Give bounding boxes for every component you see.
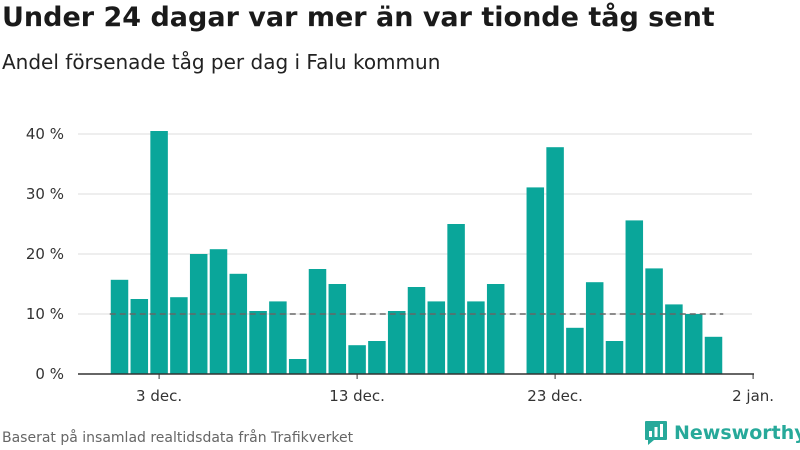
x-tick-label: 2 jan. [732, 387, 774, 405]
bar [467, 301, 485, 374]
bar [447, 224, 465, 374]
bar [308, 269, 327, 374]
y-tick-label: 20 % [26, 245, 64, 263]
brand-logo: Newsworthy [644, 420, 800, 446]
bar [387, 311, 406, 374]
y-tick-label: 0 % [35, 365, 64, 383]
bar [189, 254, 208, 374]
source-note: Baserat på insamlad realtidsdata från Tr… [2, 430, 354, 446]
newsworthy-icon [645, 421, 667, 445]
bar-chart: 0 % 10 % 20 % 30 % 40 % 3 dec. 13 dec. 23 dec. 2… [26, 125, 774, 405]
bar [704, 336, 723, 374]
bar [407, 287, 426, 374]
x-tick-label: 3 dec. [136, 387, 182, 405]
bar [427, 301, 446, 374]
x-tick-label: 23 dec. [527, 387, 583, 405]
bar [249, 311, 267, 374]
bar [348, 345, 366, 374]
x-tick-label: 13 dec. [329, 387, 385, 405]
bar [605, 341, 624, 374]
bar [209, 249, 228, 374]
bar [130, 299, 149, 374]
bar [328, 284, 347, 374]
y-tick-label: 30 % [26, 185, 64, 203]
bar [170, 297, 188, 374]
bar [546, 147, 564, 374]
bar [585, 282, 604, 374]
y-tick-label: 10 % [26, 305, 64, 323]
bar [684, 314, 703, 374]
bar [645, 268, 663, 374]
bar [229, 273, 248, 374]
brand-name: Newsworthy [674, 422, 800, 444]
y-tick-label: 40 % [26, 125, 64, 143]
bar [566, 327, 584, 374]
chart-title: Under 24 dagar var mer än var tionde tåg… [2, 2, 715, 33]
bar [269, 301, 287, 374]
bar [665, 304, 683, 374]
bar [486, 284, 505, 374]
bar [150, 131, 168, 374]
bar [526, 187, 545, 374]
bar [110, 279, 129, 374]
bar [288, 359, 307, 374]
bar [625, 220, 644, 374]
bar [368, 341, 386, 374]
chart-subtitle: Andel försenade tåg per dag i Falu kommu… [2, 50, 441, 74]
